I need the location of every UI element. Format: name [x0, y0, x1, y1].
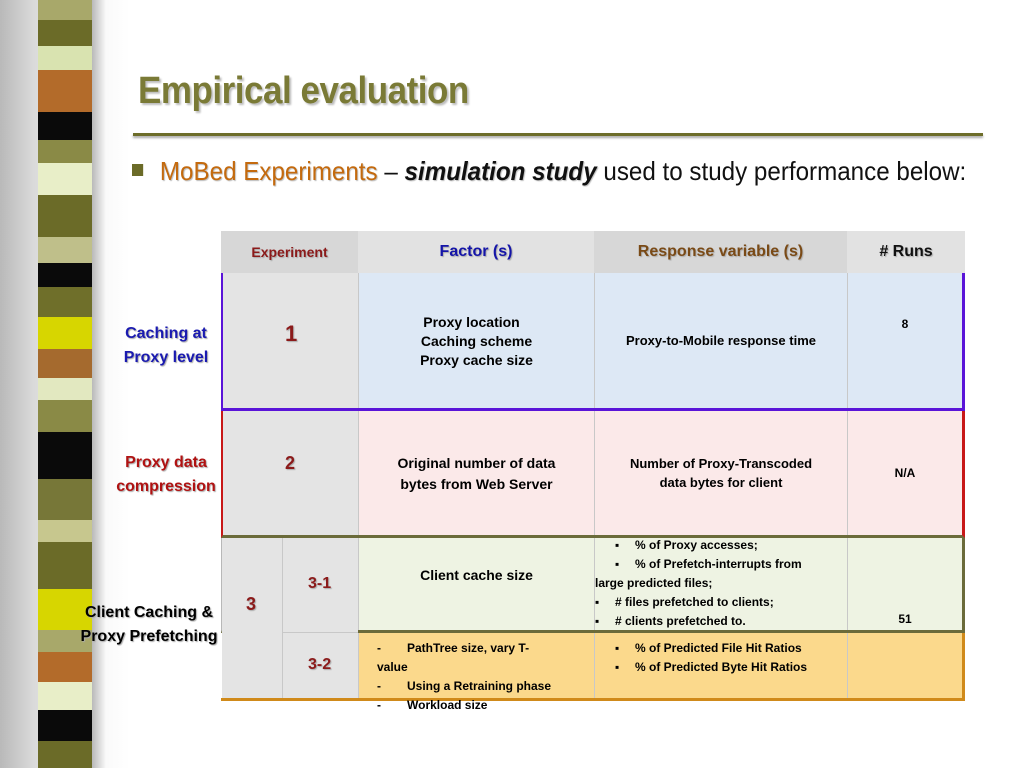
- factor-item: - PathTree size, vary T-: [377, 639, 594, 658]
- row-1-factors: Proxy location Caching scheme Proxy cach…: [358, 273, 594, 408]
- row-1-number: 1: [285, 321, 298, 346]
- row-3-runs: 51: [847, 538, 962, 630]
- response-item: large predicted files;: [595, 574, 847, 593]
- dash-marker: -: [377, 698, 381, 712]
- factor-text: PathTree size, vary T-: [407, 641, 530, 655]
- factor-item: value: [377, 658, 594, 677]
- dash-marker: -: [377, 641, 381, 655]
- row-1-runs: 8: [847, 273, 962, 408]
- row-3-inner-divider: [282, 538, 283, 698]
- row-3-experiment-cell: 3 3-1 3-2: [222, 538, 358, 698]
- response-item: ▪ # files prefetched to clients;: [595, 593, 847, 612]
- header-response: Response variable (s): [594, 231, 847, 273]
- row-3-2-id: 3-2: [308, 656, 332, 673]
- row-3-1-factors: Client cache size: [358, 538, 594, 630]
- response-item: ▪ # clients prefetched to.: [595, 612, 847, 631]
- factor-line: Caching scheme: [420, 332, 533, 349]
- square-bullet-icon: ▪: [615, 557, 620, 571]
- row-1-frame: [221, 273, 965, 411]
- side-label-line: Client Caching &: [84, 604, 213, 621]
- square-bullet-icon: ▪: [615, 641, 620, 655]
- square-bullet-icon: ▪: [615, 538, 620, 552]
- square-bullet-icon: ▪: [615, 660, 620, 674]
- side-label-line: Proxy level: [123, 349, 209, 366]
- response-line: data bytes for client: [659, 475, 783, 490]
- row-1-experiment-cell: 1: [223, 273, 358, 408]
- row-3-sub-divider: [283, 632, 358, 633]
- row-3-1-response: ▪ % of Proxy accesses; ▪ % of Prefetch-int…: [594, 538, 847, 630]
- side-label-line: Caching at: [125, 325, 207, 342]
- factor-text: Workload size: [407, 698, 488, 712]
- row-2-experiment-cell: 2: [223, 411, 358, 535]
- factor-line: bytes from Web Server: [400, 475, 553, 492]
- side-label-compression: Proxy data compression: [110, 451, 222, 499]
- row-3-number: 3: [246, 594, 257, 614]
- header-runs: # Runs: [847, 231, 965, 273]
- square-bullet-icon: ▪: [595, 614, 600, 628]
- response-item: ▪ % of Prefetch-interrupts from: [615, 555, 847, 574]
- header-factors: Factor (s): [358, 231, 594, 273]
- row-3-2-runs: [847, 633, 962, 698]
- response-text: # files prefetched to clients;: [615, 595, 774, 609]
- decorative-stripe: [38, 0, 92, 768]
- bullet-lead: MoBed Experiments: [159, 156, 378, 186]
- header-experiment: Experiment: [221, 231, 358, 273]
- response-text: % of Prefetch-interrupts from: [635, 557, 802, 571]
- row-2-factors: Original number of data bytes from Web S…: [358, 411, 594, 535]
- stripe-drop-shadow: [92, 0, 106, 768]
- row-2-frame: [221, 411, 965, 538]
- factor-text: Using a Retraining phase: [407, 679, 552, 693]
- factor-line: Original number of data: [397, 454, 556, 471]
- side-label-line: Proxy data: [125, 454, 207, 471]
- bullet-point: MoBed Experiments – simulation study use…: [132, 156, 966, 187]
- response-line: Number of Proxy-Transcoded: [629, 456, 813, 471]
- row-3-2-frame: [221, 633, 965, 701]
- row-3-1-frame: [221, 538, 965, 633]
- bullet-dash: –: [384, 156, 398, 186]
- experiment-table: Experiment Factor (s) Response variable …: [221, 231, 965, 712]
- factor-line: Proxy cache size: [420, 351, 533, 368]
- response-text: % of Predicted Byte Hit Ratios: [635, 660, 808, 674]
- side-label-prefetching: Client Caching & Proxy Prefetching: [74, 601, 224, 649]
- slide-title: Empirical evaluation: [138, 70, 469, 112]
- factor-line: Proxy location: [423, 313, 520, 330]
- response-text: large predicted files;: [595, 576, 713, 590]
- factor-text: value: [377, 660, 408, 674]
- factor-item: - Workload size: [377, 696, 594, 715]
- response-text: % of Proxy accesses;: [635, 538, 758, 552]
- row-2-response: Number of Proxy-Transcoded data bytes fo…: [594, 411, 847, 535]
- square-bullet-icon: ▪: [595, 595, 600, 609]
- response-item: ▪ % of Predicted File Hit Ratios: [615, 639, 847, 658]
- response-item: ▪ % of Predicted Byte Hit Ratios: [615, 658, 847, 677]
- row-2-runs: N/A: [847, 411, 962, 535]
- factor-item: - Using a Retraining phase: [377, 677, 594, 696]
- row-2-number: 2: [285, 453, 296, 473]
- square-bullet-icon: [132, 164, 144, 176]
- side-label-caching: Caching at Proxy level: [110, 322, 222, 370]
- side-label-line: compression: [116, 478, 216, 495]
- side-label-line: Proxy Prefetching: [80, 628, 218, 645]
- response-text: % of Predicted File Hit Ratios: [635, 641, 802, 655]
- bullet-rest: used to study performance below:: [603, 156, 967, 186]
- bullet-emphasis: simulation study: [404, 156, 597, 186]
- row-3-2-factors: - PathTree size, vary T- value - Using a R…: [358, 633, 594, 712]
- title-underline: [133, 133, 983, 136]
- response-text: # clients prefetched to.: [615, 614, 746, 628]
- row-3-1-id: 3-1: [308, 575, 332, 592]
- row-3-2-response: ▪ % of Predicted File Hit Ratios ▪ % of Pr…: [594, 633, 847, 698]
- dash-marker: -: [377, 679, 381, 693]
- row-1-response: Proxy-to-Mobile response time: [594, 273, 847, 408]
- response-item: ▪ % of Proxy accesses;: [615, 536, 847, 555]
